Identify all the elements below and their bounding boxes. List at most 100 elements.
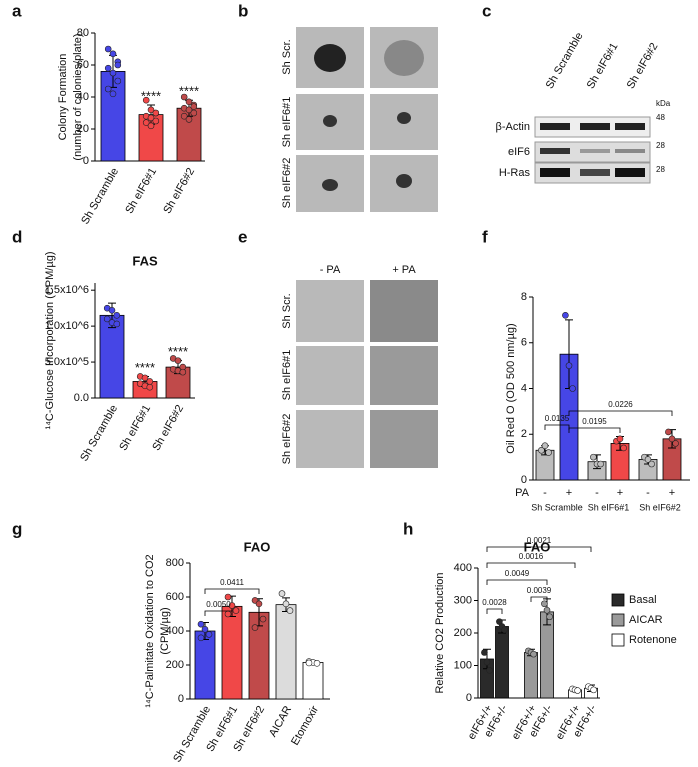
legend-label: Rotenone: [629, 634, 677, 646]
panel-letter: b: [238, 1, 248, 20]
y-tick-label: 2: [521, 428, 527, 440]
western-blot: Sh Scramble Sh eIF6#1 Sh eIF6#2 kDa β-Ac…: [496, 30, 671, 184]
data-point: [545, 449, 552, 456]
y-tick-label: 60: [77, 59, 89, 71]
comparison-bracket: [486, 546, 592, 552]
y-axis-label: ¹⁴C-Glucose Incorporation (CPM/µg): [44, 252, 56, 430]
data-point: [180, 112, 188, 120]
data-point: [481, 649, 488, 656]
data-point: [152, 109, 160, 117]
data-point: [565, 362, 573, 369]
lane-label: Sh eIF6#1: [585, 41, 621, 91]
y-tick-label: 80: [77, 27, 89, 39]
data-point: [146, 383, 154, 391]
data-point: [109, 50, 117, 58]
panel-letter: h: [403, 519, 413, 538]
y-tick-label: 400: [454, 562, 472, 574]
x-tick-label: Sh eIF6#2: [150, 403, 186, 453]
data-point: [146, 378, 154, 385]
group-label: Sh eIF6#2: [639, 502, 681, 512]
x-tick-label: Sh eIF6#2: [161, 166, 197, 216]
band: [540, 123, 570, 130]
row-label: H-Ras: [499, 167, 531, 179]
colony: [323, 115, 337, 127]
bar: [275, 604, 297, 700]
colony: [396, 174, 412, 188]
y-axis-label: Oil Red O (OD 500 nm/µg): [505, 323, 517, 453]
y-tick-label: 5.0x10^5: [45, 356, 89, 368]
panel-letter: f: [482, 227, 488, 246]
data-point: [530, 650, 537, 658]
data-point: [648, 460, 655, 468]
data-point: [142, 119, 150, 126]
data-point: [278, 590, 286, 597]
band: [580, 123, 610, 130]
data-point: [113, 320, 121, 328]
data-point: [562, 311, 569, 319]
x-tick-label: -: [543, 487, 547, 499]
y-axis-label: Relative CO2 Production: [434, 572, 446, 693]
data-point: [114, 77, 122, 85]
data-point: [147, 106, 155, 114]
data-point: [228, 602, 236, 609]
data-point: [147, 122, 155, 130]
comparison-bracket: [486, 608, 503, 614]
comparison-bracket: [530, 596, 548, 602]
data-point: [185, 98, 193, 106]
y-axis-label: (number of colonies/plate): [72, 33, 84, 160]
p-value: 0.0411: [220, 578, 244, 587]
bar: [221, 605, 243, 700]
y-tick-label: 1.5x10^6: [45, 284, 89, 296]
p-value: 0.0195: [582, 417, 607, 426]
x-tick-label: AICAR: [267, 704, 294, 739]
band: [540, 148, 570, 154]
micrograph: [296, 280, 364, 342]
data-point: [486, 667, 493, 674]
row-label: Sh eIF6#2: [281, 158, 293, 209]
group-label: Sh Scramble: [531, 502, 583, 512]
x-tick-label: Sh eIF6#1: [117, 403, 153, 453]
unit-label: kDa: [656, 99, 671, 108]
comparison-bracket: [204, 610, 233, 616]
data-point: [574, 687, 581, 694]
legend-swatch: [611, 613, 625, 627]
data-point: [179, 368, 187, 376]
col-label: + PA: [392, 264, 416, 276]
band: [615, 168, 645, 177]
y-tick-label: 8: [521, 291, 527, 303]
data-point: [190, 103, 198, 110]
band: [580, 169, 610, 176]
p-value: 0.0135: [545, 414, 570, 423]
y-tick-label: 800: [166, 557, 184, 569]
legend-label: Basal: [629, 594, 657, 606]
data-point: [616, 435, 624, 443]
colony: [397, 112, 411, 124]
comparison-bracket: [204, 588, 260, 594]
colony: [384, 40, 424, 76]
data-point: [313, 659, 321, 667]
data-point: [197, 620, 205, 628]
x-tick-label: +: [669, 487, 675, 499]
data-point: [180, 93, 188, 101]
x-tick-label: Sh Scramble: [78, 403, 120, 464]
row-label: Sh eIF6#2: [281, 414, 293, 465]
data-point: [541, 600, 548, 608]
y-tick-label: 1.0x10^6: [45, 320, 89, 332]
p-value: 0.0028: [482, 598, 507, 607]
comparison-bracket: [486, 562, 576, 568]
panel-letters: a b c d e f g h: [12, 1, 491, 538]
marker-label: 28: [656, 141, 665, 150]
data-point: [546, 613, 553, 621]
band: [540, 168, 570, 177]
x-tick-label: -: [595, 487, 599, 499]
chart-title: FAS: [132, 253, 158, 268]
legend-label: AICAR: [629, 614, 663, 626]
col-label: - PA: [320, 264, 341, 276]
y-tick-label: 0.0: [74, 392, 89, 404]
data-point: [255, 600, 263, 608]
panel-letter: a: [12, 1, 22, 20]
row-label: Sh Scr.: [281, 39, 293, 74]
data-point: [538, 446, 545, 454]
data-point: [251, 624, 259, 631]
